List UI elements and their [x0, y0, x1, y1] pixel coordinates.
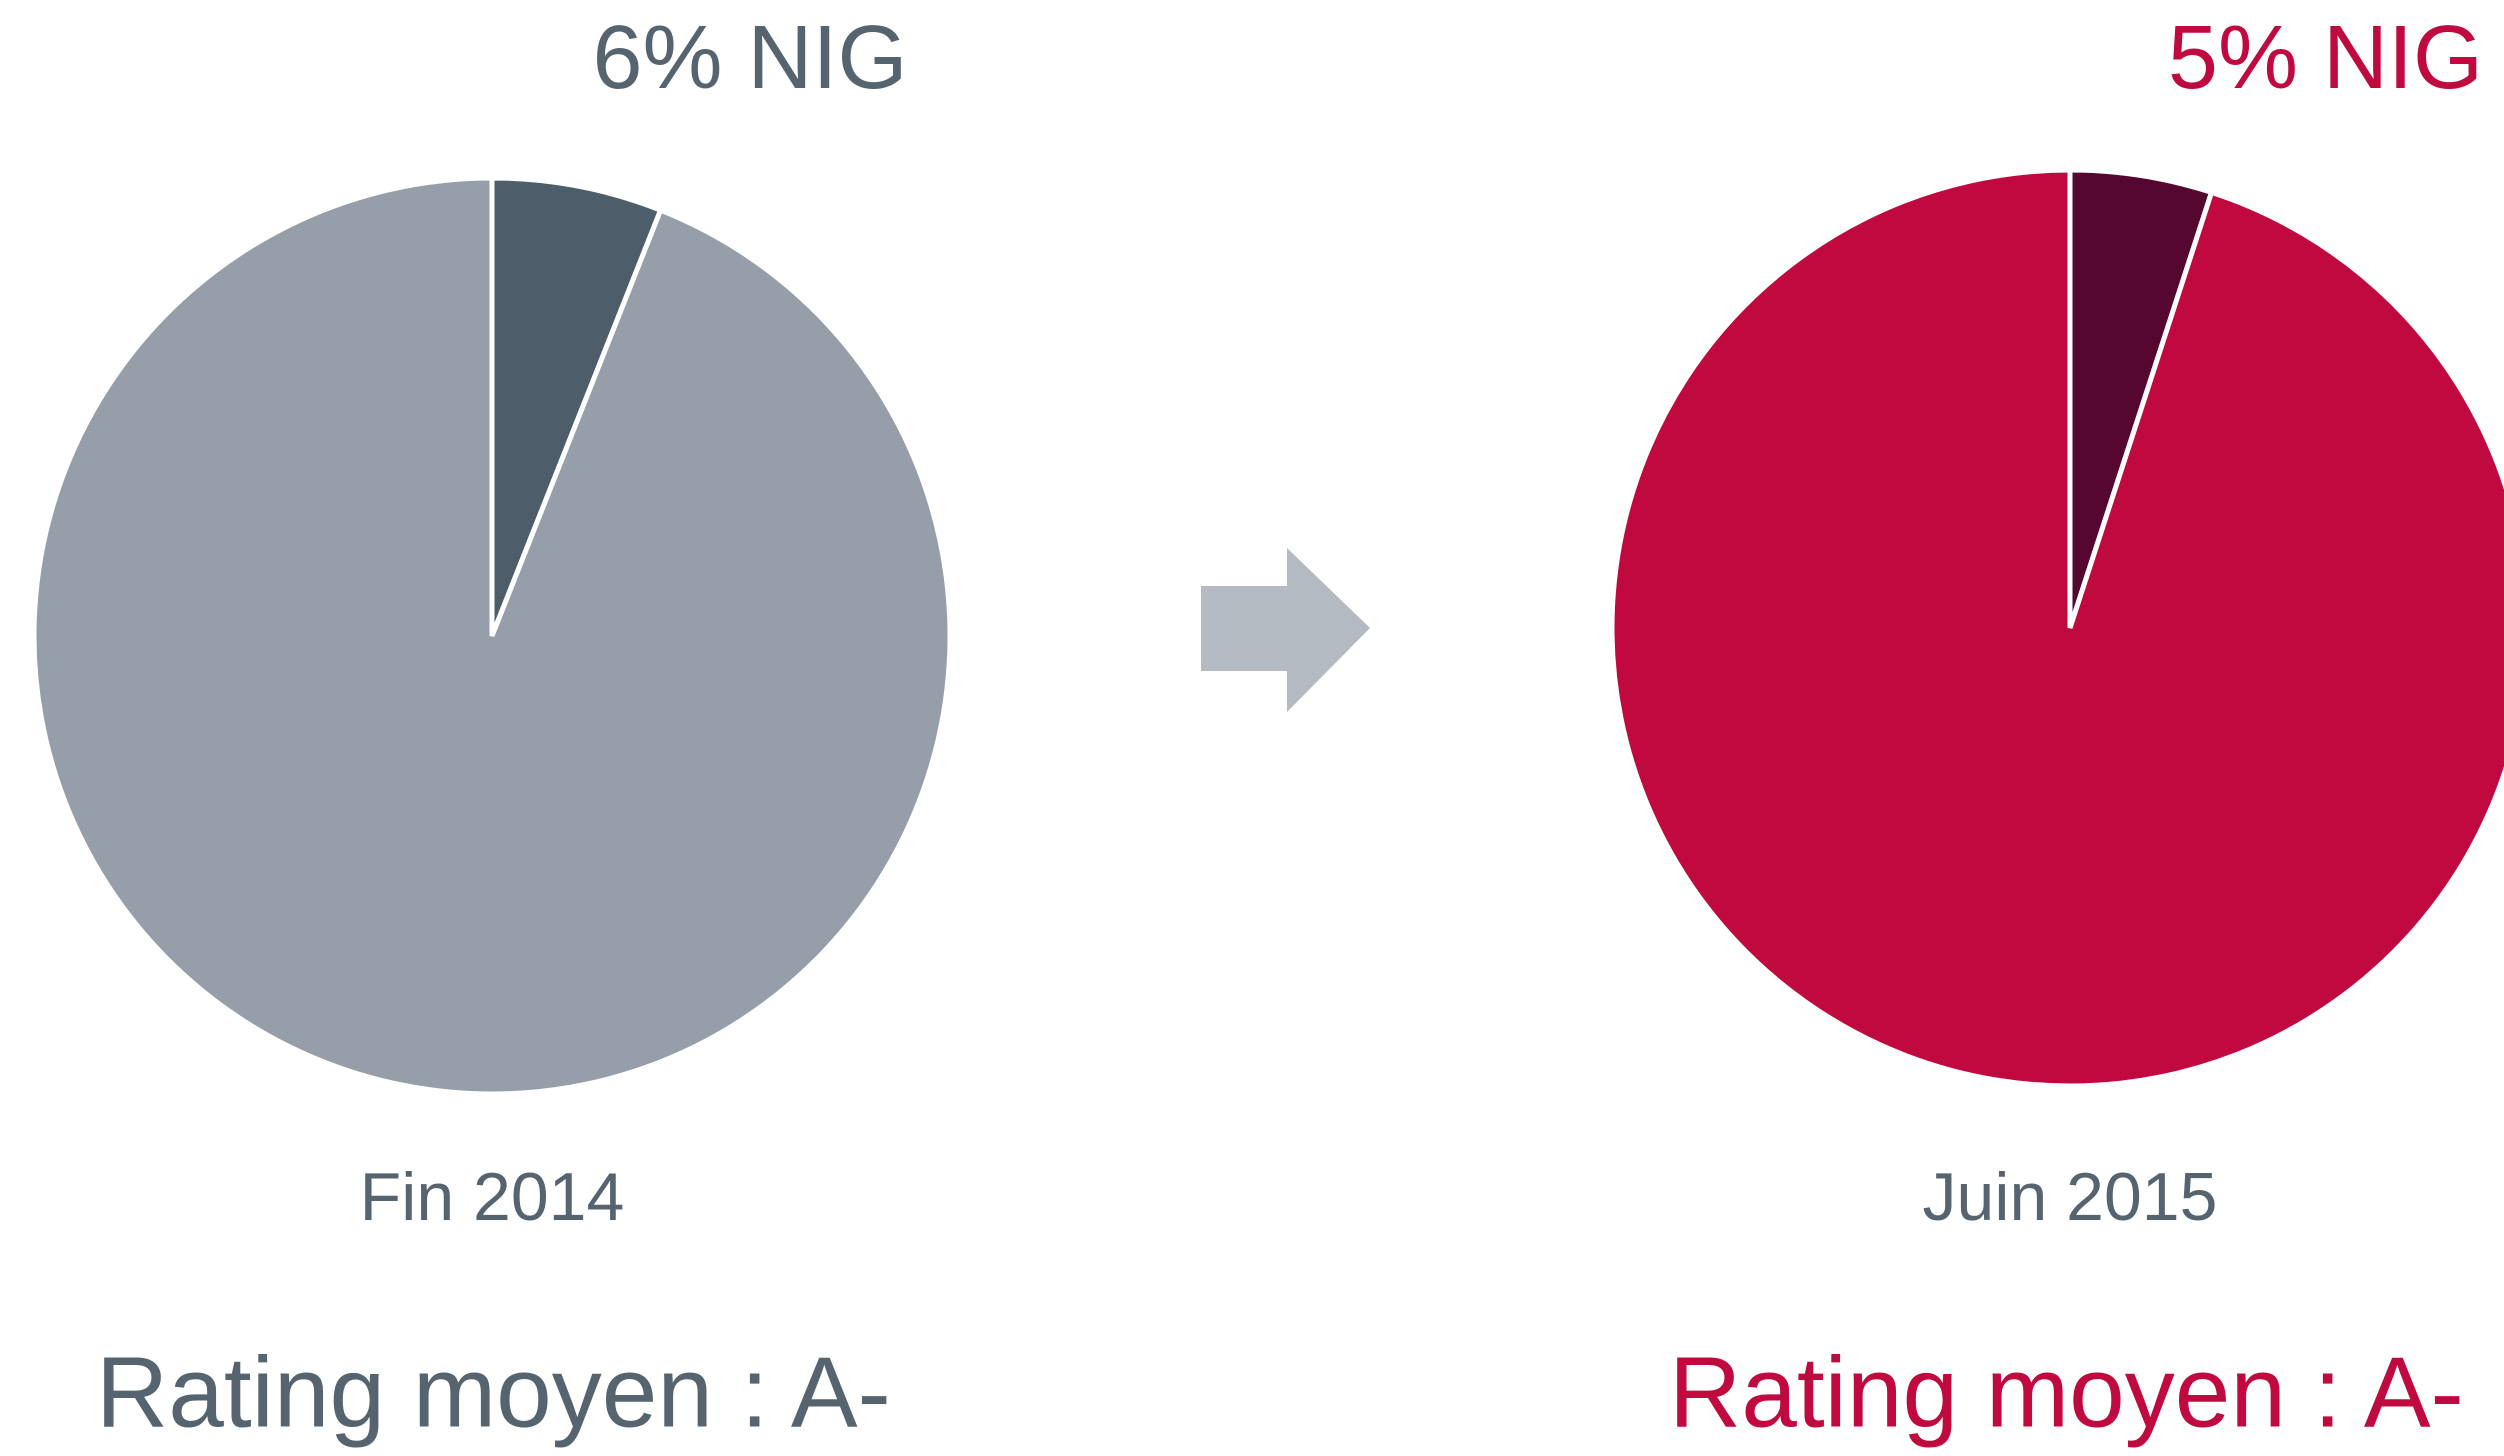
value-label: 6% NIG	[592, 8, 907, 108]
pie-slice	[31, 175, 953, 1097]
annotation: Rating moyen : A-	[96, 1336, 891, 1448]
arrow	[1201, 548, 1370, 712]
pie-slice	[1609, 167, 2504, 1089]
value-label: 5% NIG	[2168, 8, 2483, 108]
pie-caption: Juin 2015	[1923, 1159, 2218, 1235]
annotation: Rating moyen : A-	[1669, 1336, 2464, 1448]
arrow-head	[1287, 548, 1370, 712]
arrow-shaft	[1201, 586, 1289, 671]
pie-caption: Fin 2014	[360, 1159, 625, 1235]
pie-slice	[489, 175, 664, 637]
